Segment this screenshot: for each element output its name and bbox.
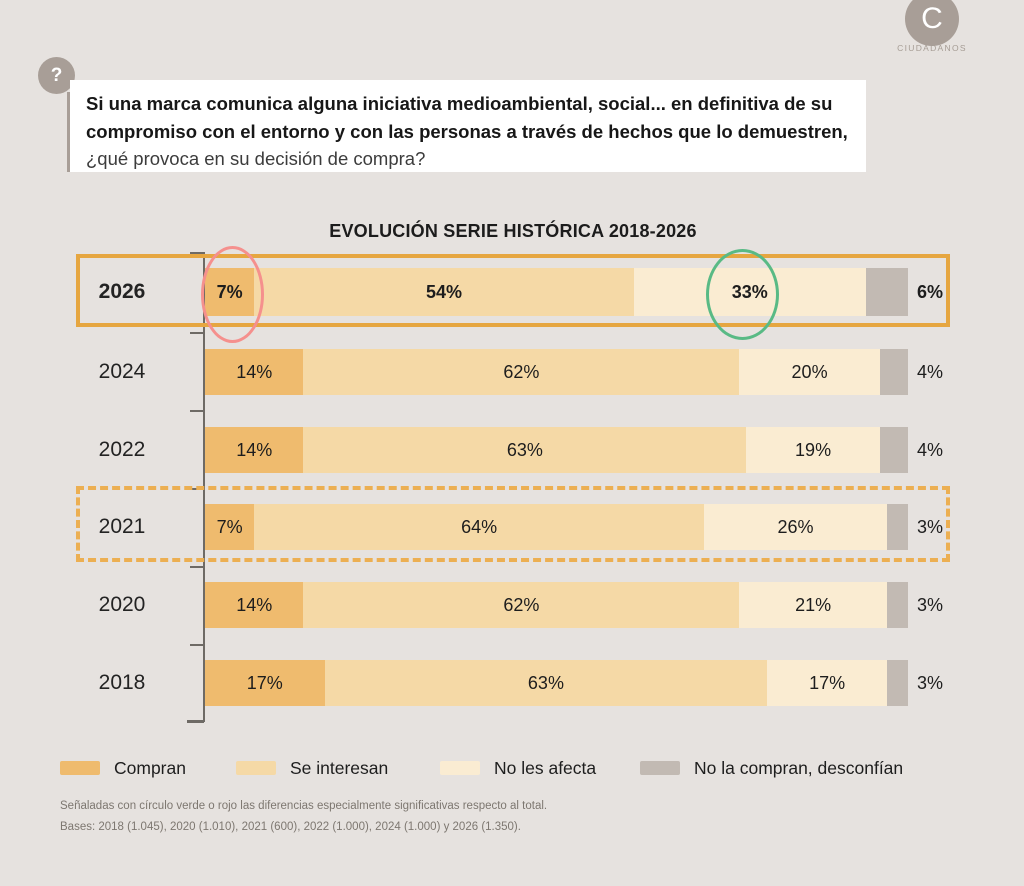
outside-value-label: 3% <box>917 594 944 615</box>
question-box: Si una marca comunica alguna iniciativa … <box>70 80 866 172</box>
bar-segment: 19% <box>746 427 880 473</box>
bar-segment: 62% <box>303 349 740 395</box>
bar-segment: 7% <box>205 504 255 550</box>
bar-segment <box>879 427 908 473</box>
segment-value-label: 62% <box>503 594 540 615</box>
outside-value-label: 4% <box>917 361 944 382</box>
segment-value-label: 14% <box>236 361 273 382</box>
bar-segment: 14% <box>205 427 304 473</box>
bar-segment: 62% <box>303 582 740 628</box>
outside-value-label: 3% <box>917 672 944 693</box>
bar-segment: 20% <box>739 349 880 395</box>
bar-segment: 14% <box>205 582 304 628</box>
footnote-significance: Señaladas con círculo verde o rojo las d… <box>60 800 548 812</box>
stacked-bar-2021: 7% 64% 26% <box>205 504 908 550</box>
question-stem-line <box>67 92 70 172</box>
legend-item-no-les-afecta: No les afecta <box>440 756 596 780</box>
chart-row-2021: 2021 7% 64% 26% 3% <box>66 504 966 550</box>
legend-swatch-se-interesan <box>236 761 276 775</box>
bar-segment: 63% <box>324 660 768 706</box>
chart-row-2024: 2024 14% 62% 20% 4% <box>66 349 966 395</box>
bar-segment <box>886 660 908 706</box>
bar-segment: 54% <box>254 268 634 316</box>
legend-item-compran: Compran <box>60 756 186 780</box>
segment-value-label: 62% <box>503 361 540 382</box>
segment-value-label: 63% <box>506 439 543 460</box>
legend-swatch-no-les-afecta <box>440 761 480 775</box>
axis-tick <box>190 644 203 646</box>
segment-value-label: 64% <box>461 516 498 537</box>
segment-value-label: 14% <box>236 439 273 460</box>
axis-tick <box>190 252 203 254</box>
question-mark-icon: ? <box>38 57 75 94</box>
chart-title: EVOLUCIÓN SERIE HISTÓRICA 2018-2026 <box>329 221 697 241</box>
green-significance-circle <box>706 249 779 340</box>
segment-value-label: 19% <box>795 439 832 460</box>
bar-segment <box>865 268 908 316</box>
dashed-box-2021 <box>76 486 950 562</box>
segment-value-label: 54% <box>425 281 463 302</box>
stacked-bar-2024: 14% 62% 20% <box>205 349 908 395</box>
legend-label: Se interesan <box>290 757 389 778</box>
chart-row-2020: 2020 14% 62% 21% 3% <box>66 582 966 628</box>
bar-segment: 21% <box>739 582 887 628</box>
ciudadanos-logo-icon: C <box>905 0 959 46</box>
bar-segment: 14% <box>205 349 304 395</box>
red-significance-circle <box>201 246 264 343</box>
bar-segment <box>886 582 908 628</box>
chart-row-2018: 2018 17% 63% 17% 3% <box>66 660 966 706</box>
bar-segment <box>886 504 908 550</box>
year-label-2018: 2018 <box>98 671 146 694</box>
stacked-bar-2020: 14% 62% 21% <box>205 582 908 628</box>
legend-label: No la compran, desconfían <box>694 757 904 778</box>
bar-segment: 63% <box>303 427 747 473</box>
segment-value-label: 20% <box>791 361 828 382</box>
axis-tick <box>190 566 203 568</box>
year-label-2022: 2022 <box>98 438 146 461</box>
segment-value-label: 63% <box>527 672 564 693</box>
footnote-bases: Bases: 2018 (1.045), 2020 (1.010), 2021 … <box>60 821 521 833</box>
bar-segment: 26% <box>704 504 887 550</box>
chart-row-2022: 2022 14% 63% 19% 4% <box>66 427 966 473</box>
legend-item-no-la-compran: No la compran, desconfían <box>640 756 903 780</box>
bar-segment <box>879 349 908 395</box>
question-text-bold: Si una marca comunica alguna iniciativa … <box>86 93 848 142</box>
segment-value-label: 17% <box>246 672 283 693</box>
segment-value-label: 7% <box>216 516 243 537</box>
outside-value-label: 4% <box>917 439 944 460</box>
legend-label: Compran <box>114 757 186 778</box>
segment-value-label: 14% <box>236 594 273 615</box>
outside-value-label: 6% <box>917 281 944 302</box>
legend-swatch-compran <box>60 761 100 775</box>
outside-value-label: 3% <box>917 516 944 537</box>
stacked-bar-2022: 14% 63% 19% <box>205 427 908 473</box>
bar-segment: 17% <box>205 660 325 706</box>
legend-label: No les afecta <box>494 757 597 778</box>
highlight-box-2026 <box>76 254 950 327</box>
axis-tick <box>190 332 203 334</box>
bar-segment: 17% <box>767 660 887 706</box>
logo-letter: C <box>921 2 943 35</box>
legend-swatch-no-la-compran <box>640 761 680 775</box>
question-text-normal: ¿qué provoca en su decisión de compra? <box>86 148 426 169</box>
stacked-bar-2018: 17% 63% 17% <box>205 660 908 706</box>
question-mark-glyph: ? <box>50 64 63 86</box>
year-label-2021: 2021 <box>98 515 146 538</box>
year-label-2024: 2024 <box>98 360 146 383</box>
year-label-2020: 2020 <box>98 593 146 616</box>
segment-value-label: 17% <box>809 672 846 693</box>
axis-tick <box>190 410 203 412</box>
axis-foot <box>187 720 204 723</box>
bar-segment: 64% <box>254 504 705 550</box>
segment-value-label: 26% <box>777 516 814 537</box>
logo-name: CIUDADANOS <box>897 43 967 53</box>
legend-item-se-interesan: Se interesan <box>236 756 388 780</box>
segment-value-label: 21% <box>795 594 832 615</box>
year-label-2026: 2026 <box>98 280 146 303</box>
